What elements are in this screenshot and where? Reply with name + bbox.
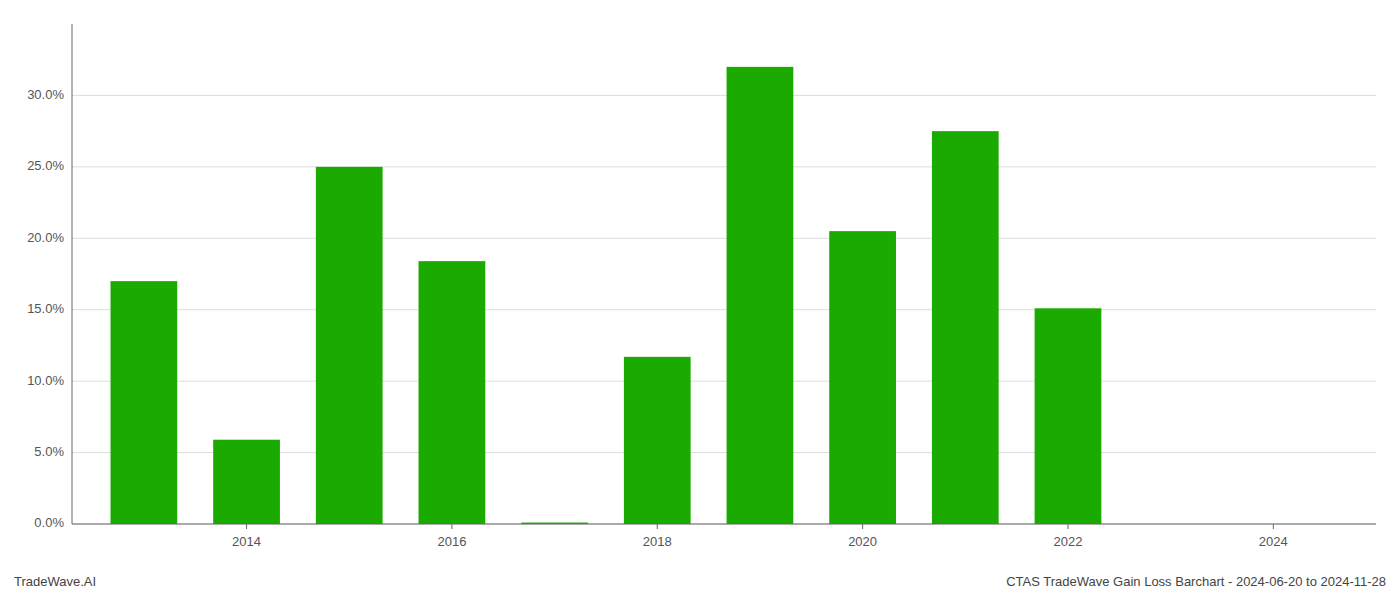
x-tick-label: 2020 xyxy=(848,534,877,549)
y-tick-label: 5.0% xyxy=(34,444,64,459)
footer-text: CTAS TradeWave Gain Loss Barchart - 2024… xyxy=(1006,574,1386,589)
x-tick xyxy=(1067,524,1068,529)
x-axis-line xyxy=(72,524,1376,525)
footer-text: TradeWave.AI xyxy=(14,574,96,589)
x-tick xyxy=(657,524,658,529)
bar xyxy=(1035,308,1102,524)
y-tick-label: 10.0% xyxy=(27,373,64,388)
y-tick-label: 15.0% xyxy=(27,301,64,316)
y-tick-label: 25.0% xyxy=(27,158,64,173)
x-tick xyxy=(451,524,452,529)
bar xyxy=(111,281,178,524)
y-grid xyxy=(72,95,1376,524)
grid-line xyxy=(72,309,1376,310)
x-tick-label: 2014 xyxy=(232,534,261,549)
y-tick-label: 0.0% xyxy=(34,515,64,530)
bar xyxy=(419,261,486,524)
x-tick xyxy=(862,524,863,529)
bar xyxy=(829,231,896,524)
x-tick-label: 2022 xyxy=(1054,534,1083,549)
y-tick-label: 30.0% xyxy=(27,87,64,102)
grid-line xyxy=(72,166,1376,167)
x-tick xyxy=(246,524,247,529)
bar xyxy=(624,357,691,524)
x-tick-label: 2018 xyxy=(643,534,672,549)
bar xyxy=(213,440,280,524)
chart: 0.0% 5.0% 10.0% 15.0% 20.0% 25.0% 30.0% 2014 201… xyxy=(0,0,1400,600)
x-tick-label: 2016 xyxy=(437,534,466,549)
x-tick-label: 2024 xyxy=(1259,534,1288,549)
grid-line xyxy=(72,238,1376,239)
bar xyxy=(316,167,383,524)
bar xyxy=(932,131,999,524)
x-tick xyxy=(1273,524,1274,529)
grid-line xyxy=(72,95,1376,96)
bar xyxy=(727,67,794,524)
grid-line xyxy=(72,381,1376,382)
y-axis-line xyxy=(72,24,73,524)
y-tick-label: 20.0% xyxy=(27,230,64,245)
grid-line xyxy=(72,524,1376,525)
bars xyxy=(111,67,1102,524)
